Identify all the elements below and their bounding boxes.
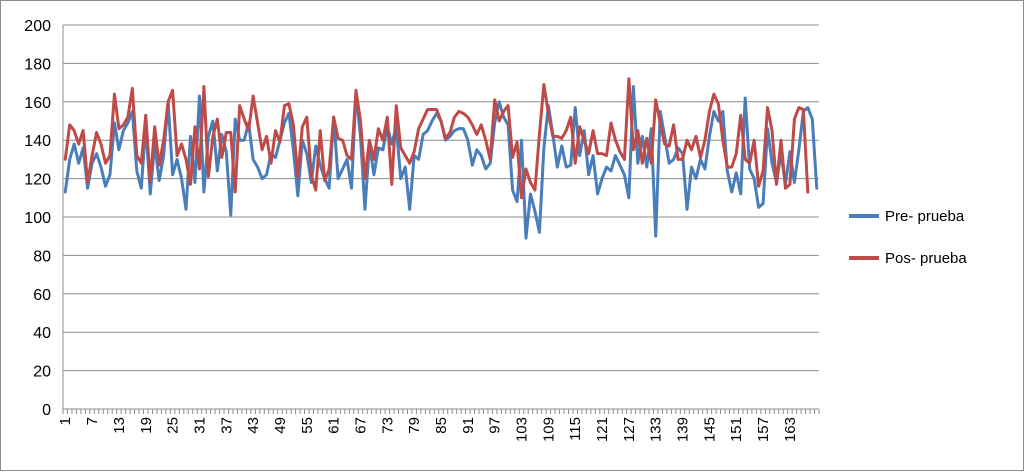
x-tick-label: 115 [567,417,584,441]
x-tick-label: 133 [648,417,665,442]
y-tick-label: 160 [24,95,51,112]
x-tick-label: 1 [57,417,74,425]
x-tick-label: 91 [460,417,477,434]
y-tick-label: 20 [33,364,51,381]
y-tick-label: 0 [42,402,51,419]
x-tick-label: 85 [433,417,450,434]
x-tick-label: 103 [514,417,531,442]
series-lines [63,77,819,240]
x-axis: 1 7 13 19 25 31 37 43 49 55 61 67 73 79 85 91 97 103 109 11… [57,408,820,442]
x-tick-label: 55 [299,417,316,434]
legend: Pre- prueba Pos- prueba [849,206,1019,290]
x-tick-label: 121 [594,417,611,442]
x-tick-label: 163 [782,417,799,442]
y-axis: 0 20 40 60 80 100 120 140 160 180 200 [24,18,64,419]
x-tick-label: 97 [487,417,504,434]
legend-swatch-pre [849,214,879,218]
x-tick-label: 109 [540,417,557,442]
x-tick-label: 37 [218,417,235,434]
x-tick-label: 145 [701,417,718,442]
x-tick-label: 139 [675,417,692,442]
legend-item-pre: Pre- prueba [849,206,1019,226]
x-tick-label: 19 [138,417,155,434]
x-tick-label: 157 [755,417,772,442]
x-tick-label: 43 [245,417,262,434]
x-tick-label: 73 [379,417,396,434]
y-tick-label: 120 [24,172,51,189]
x-tick-label: 67 [352,417,369,434]
x-tick-label: 7 [84,417,101,425]
y-tick-label: 80 [33,248,51,265]
y-tick-label: 180 [24,56,51,73]
x-tick-label: 49 [272,417,289,434]
y-tick-label: 100 [24,210,51,227]
legend-item-pos: Pos- prueba [849,248,1019,268]
gridlines [63,24,819,410]
series-line-pre [63,84,819,240]
y-tick-label: 40 [33,325,51,342]
x-tick-label: 25 [165,417,182,434]
x-tick-label: 151 [728,417,745,442]
x-tick-label: 13 [111,417,128,434]
legend-swatch-pos [849,256,879,260]
x-tick-label: 127 [621,417,638,442]
y-tick-label: 60 [33,287,51,304]
y-tick-label: 200 [24,18,51,35]
y-tick-label: 140 [24,133,51,150]
legend-label-pre: Pre- prueba [885,207,965,225]
x-tick-label: 79 [406,417,423,434]
legend-label-pos: Pos- prueba [885,249,967,267]
series-line-pos [63,77,810,200]
x-tick-label: 31 [191,417,208,434]
x-tick-label: 61 [326,417,343,434]
